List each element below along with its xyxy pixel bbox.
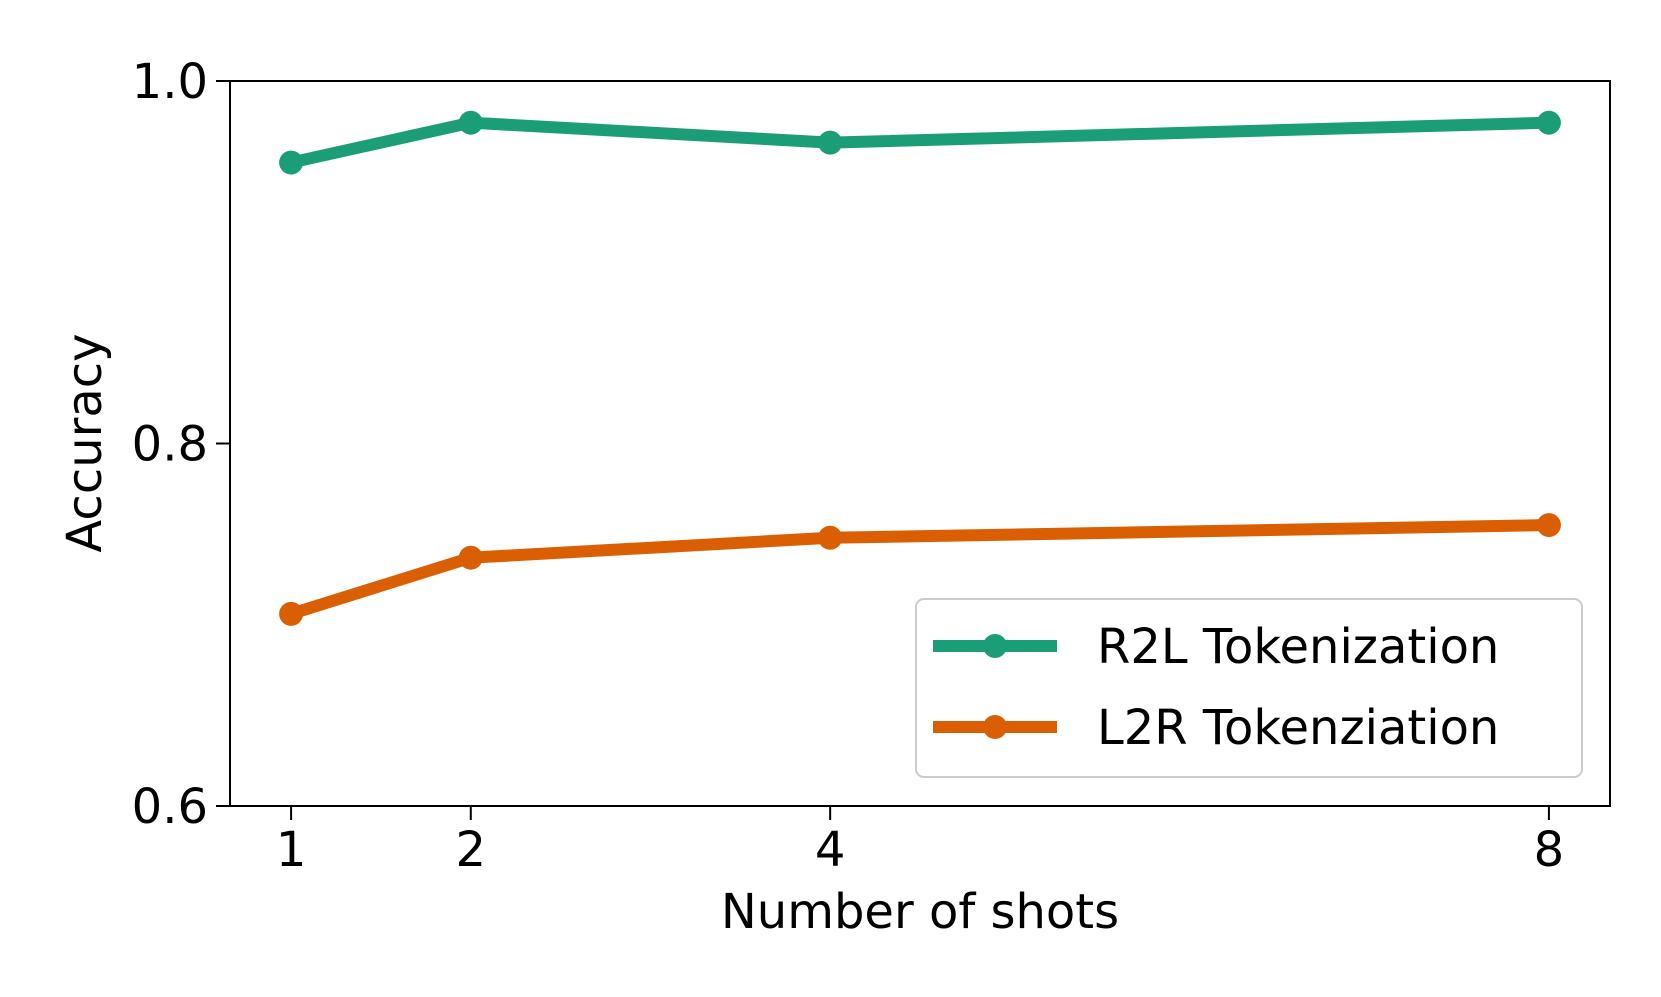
x-tick-label: 4 bbox=[815, 822, 846, 878]
legend-label-2: L2R Tokenziation bbox=[1097, 700, 1499, 756]
series-2-point bbox=[1536, 513, 1561, 538]
series-1-point bbox=[818, 130, 843, 155]
x-axis-label: Number of shots bbox=[721, 884, 1119, 940]
series-2-point bbox=[279, 601, 304, 626]
legend-marker-2 bbox=[983, 715, 1007, 739]
legend-label-1: R2L Tokenization bbox=[1097, 619, 1499, 675]
y-axis: 0.6 0.8 1.0 bbox=[132, 54, 230, 835]
series-layer bbox=[279, 110, 1561, 626]
series-2-point bbox=[458, 545, 483, 570]
x-tick-label: 8 bbox=[1534, 822, 1565, 878]
series-1-point bbox=[458, 110, 483, 135]
series-1-point bbox=[1536, 110, 1561, 135]
x-tick-label: 1 bbox=[276, 822, 307, 878]
series-2-point bbox=[818, 525, 843, 550]
legend-box bbox=[915, 598, 1583, 778]
series-line-1 bbox=[289, 116, 1550, 169]
y-axis-label: Accuracy bbox=[57, 333, 113, 552]
series-line-2 bbox=[289, 519, 1550, 620]
legend-marker-1 bbox=[983, 634, 1007, 658]
x-axis: 1 2 4 8 bbox=[276, 806, 1564, 878]
y-tick-label: 0.6 bbox=[132, 779, 208, 835]
x-tick-label: 2 bbox=[456, 822, 487, 878]
series-1-point bbox=[279, 150, 304, 175]
legend: R2L Tokenization L2R Tokenziation bbox=[915, 598, 1583, 778]
y-tick-label: 0.8 bbox=[132, 417, 208, 473]
y-tick-label: 1.0 bbox=[132, 54, 208, 110]
